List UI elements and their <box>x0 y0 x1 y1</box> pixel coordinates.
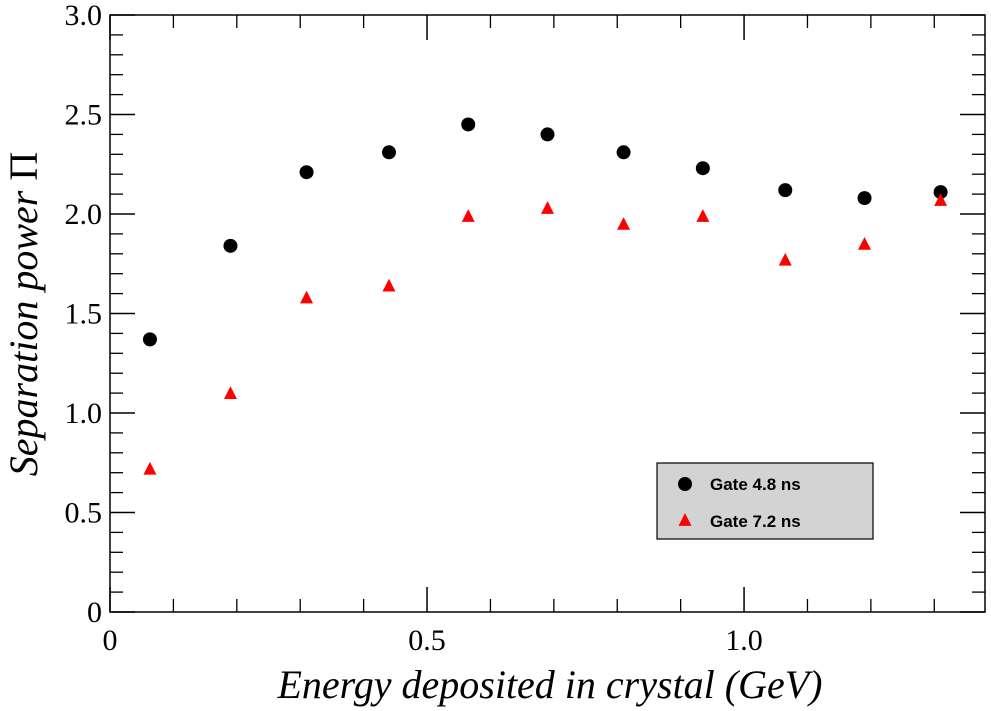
y-tick-label: 0 <box>87 596 102 629</box>
data-point-gate-4-8 <box>778 183 793 198</box>
data-point-gate-7-2 <box>617 217 631 230</box>
data-point-gate-7-2 <box>143 461 157 475</box>
data-point-gate-7-2 <box>858 237 872 250</box>
y-tick-label: 1.0 <box>65 397 103 430</box>
y-tick-label: 1.5 <box>65 298 103 331</box>
data-point-gate-4-8 <box>933 185 948 200</box>
legend-markers <box>678 477 692 526</box>
data-markers <box>142 117 948 475</box>
y-tick-label: 2.0 <box>65 198 103 231</box>
data-point-gate-7-2 <box>223 386 237 399</box>
y-axis-title: Separation power Π <box>1 152 46 476</box>
legend-label-gate-7-2: Gate 7.2 ns <box>710 512 801 531</box>
legend-marker-triangle <box>678 513 692 526</box>
data-point-gate-4-8 <box>299 165 314 180</box>
data-point-gate-4-8 <box>381 145 396 160</box>
legend: Gate 4.8 ns Gate 7.2 ns <box>656 462 874 540</box>
data-point-gate-7-2 <box>382 278 396 292</box>
data-point-gate-4-8 <box>461 117 476 132</box>
x-tick-label: 0.5 <box>408 624 446 657</box>
data-point-gate-4-8 <box>695 161 710 176</box>
data-point-gate-4-8 <box>616 145 631 160</box>
data-point-gate-4-8 <box>857 191 872 206</box>
x-tick-label: 1.0 <box>725 624 763 657</box>
data-point-gate-4-8 <box>142 332 157 347</box>
data-point-gate-7-2 <box>696 209 710 222</box>
legend-label-gate-4-8: Gate 4.8 ns <box>710 475 801 494</box>
x-axis-title: Energy deposited in crystal (GeV) <box>276 662 822 707</box>
data-point-gate-7-2 <box>541 201 554 214</box>
y-axis-title-text: Separation power <box>1 181 46 477</box>
data-point-gate-7-2 <box>300 290 314 304</box>
y-tick-label: 0.5 <box>65 497 103 530</box>
minor-ticks <box>110 15 985 612</box>
major-ticks <box>109 14 985 613</box>
data-point-gate-4-8 <box>223 238 238 253</box>
data-point-gate-4-8 <box>540 127 555 142</box>
y-tick-label: 3.0 <box>65 0 103 32</box>
x-tick-label: 0 <box>103 624 118 657</box>
data-point-gate-7-2 <box>778 252 792 266</box>
legend-box <box>656 462 874 540</box>
legend-marker-circle <box>678 477 692 491</box>
tick-labels: 0 0.5 1.0 1.5 2.0 2.5 3.0 0 0.5 1.0 <box>65 0 763 657</box>
y-tick-label: 2.5 <box>65 99 103 132</box>
data-point-gate-7-2 <box>461 209 475 222</box>
y-axis-title-symbol: Π <box>1 152 46 181</box>
data-point-gate-7-2 <box>934 193 948 206</box>
